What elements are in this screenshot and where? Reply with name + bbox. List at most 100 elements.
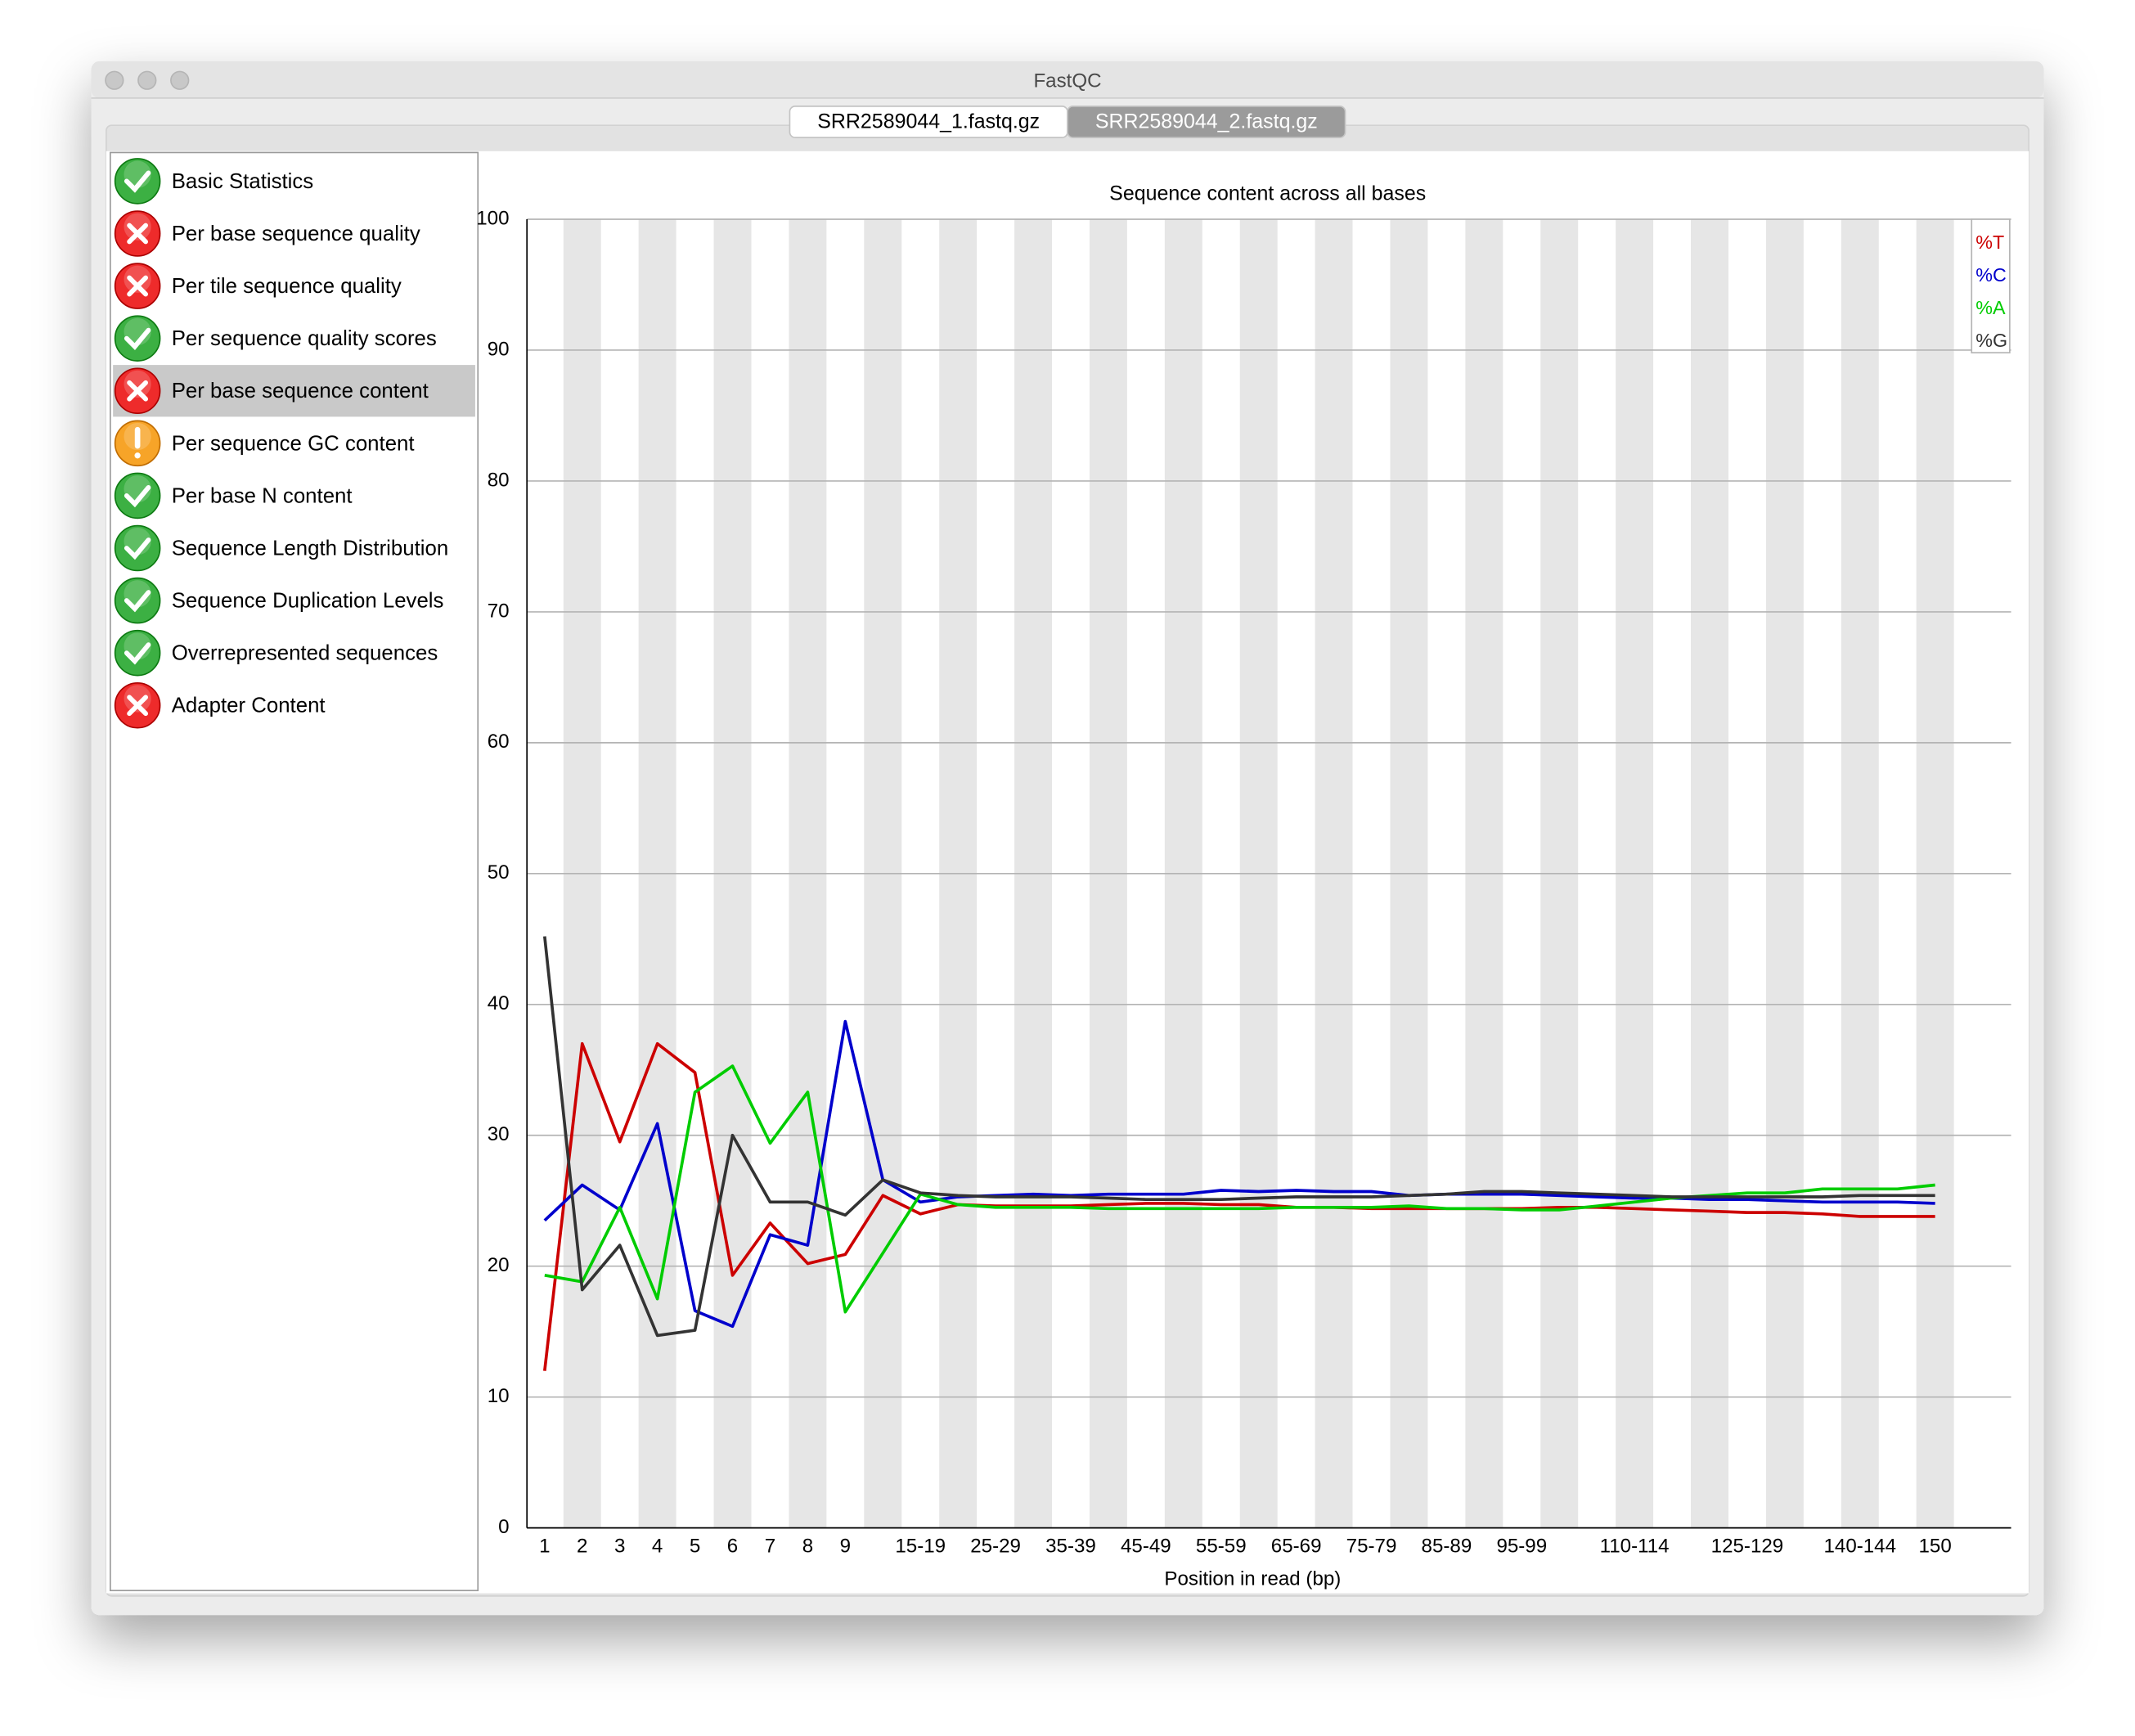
x-tick-label: 25-29: [970, 1535, 1021, 1557]
module-item[interactable]: Per base sequence content: [113, 365, 475, 417]
module-item[interactable]: Overrepresented sequences: [114, 629, 438, 677]
selection-highlight: [113, 365, 475, 417]
module-item[interactable]: Per base N content: [114, 472, 353, 519]
module-label: Per base sequence content: [172, 380, 429, 403]
x-tick-label: 1: [539, 1535, 550, 1557]
check-mark: [124, 485, 151, 508]
x-tick-label: 2: [577, 1535, 587, 1557]
module-item[interactable]: Sequence Length Distribution: [114, 524, 449, 572]
check-mark: [124, 642, 151, 665]
y-tick-label: 100: [476, 207, 509, 229]
x-tick-label: 150: [1919, 1535, 1952, 1557]
close-button[interactable]: [105, 70, 124, 90]
status-icon: [114, 315, 161, 362]
module-label: Sequence Length Distribution: [172, 537, 448, 560]
module-label: Per sequence quality scores: [172, 327, 437, 350]
legend-label: %C: [1975, 264, 2007, 286]
y-tick-label: 50: [488, 861, 510, 884]
module-item[interactable]: Basic Statistics: [114, 158, 314, 205]
y-tick-label: 70: [488, 600, 510, 622]
x-tick-label: 7: [765, 1535, 775, 1557]
tab-label: SRR2589044_2.fastq.gz: [1095, 110, 1318, 133]
warn-dot: [134, 452, 141, 459]
cross-mark: [127, 380, 149, 402]
check-mark: [124, 590, 151, 613]
module-item[interactable]: Sequence Duplication Levels: [114, 577, 444, 624]
series-line: [542, 1041, 1935, 1371]
y-tick-label: 80: [488, 469, 510, 491]
x-tick-label: 3: [614, 1535, 625, 1557]
y-tick-label: 90: [488, 338, 510, 360]
x-tick-label: 8: [802, 1535, 813, 1557]
x-tick-label: 15-19: [895, 1535, 946, 1557]
x-tick-label: 75-79: [1346, 1535, 1397, 1557]
module-label: Adapter Content: [172, 695, 326, 717]
x-tick-label: 55-59: [1196, 1535, 1247, 1557]
cross-mark: [127, 275, 149, 297]
check-mark: [124, 327, 151, 350]
x-tick-label: 9: [840, 1535, 851, 1557]
legend-label: %G: [1975, 330, 2007, 351]
x-tick-label: 35-39: [1045, 1535, 1096, 1557]
module-label: Overrepresented sequences: [172, 642, 438, 665]
y-tick-label: 10: [488, 1385, 510, 1407]
status-icon: [114, 158, 161, 205]
legend-box: [1971, 218, 2011, 353]
x-tick-label: 85-89: [1422, 1535, 1472, 1557]
module-label: Per tile sequence quality: [172, 275, 402, 298]
x-tick-label: 95-99: [1496, 1535, 1547, 1557]
title-bar: [91, 61, 2044, 98]
check-mark: [124, 537, 151, 560]
x-tick-label: 110-114: [1600, 1535, 1670, 1557]
window-title: FastQC: [1033, 70, 1101, 92]
module-label: Per base sequence quality: [172, 223, 420, 245]
module-item[interactable]: Per base sequence quality: [114, 210, 420, 257]
status-icon-gloss: [124, 370, 151, 398]
module-item[interactable]: Per sequence GC content: [114, 420, 415, 467]
legend-label: %T: [1975, 232, 2004, 253]
tab-bar: SRR2589044_1.fastq.gz SRR2589044_2.fastq.…: [789, 106, 1346, 138]
status-icon-gloss: [124, 213, 151, 241]
status-icon: [114, 577, 161, 624]
tab[interactable]: [1067, 106, 1346, 138]
x-tick-label: 6: [727, 1535, 738, 1557]
cross-mark: [127, 223, 149, 245]
cross-mark: [127, 695, 149, 717]
y-tick-label: 30: [488, 1123, 510, 1145]
chart: Sequence content across all bases 0 10 20 30…: [476, 182, 2011, 1590]
module-item[interactable]: Per sequence quality scores: [114, 315, 437, 362]
x-tick-label: 5: [690, 1535, 700, 1557]
status-icon: [114, 472, 161, 519]
zoom-button[interactable]: [170, 70, 190, 90]
y-tick-label: 60: [488, 731, 510, 753]
y-tick-label: 0: [498, 1516, 509, 1538]
module-items: Basic Statistics Per base sequence qualit…: [113, 158, 475, 729]
x-tick-label: 140-144: [1823, 1535, 1896, 1557]
x-tick-label: 125-129: [1711, 1535, 1784, 1557]
series-line: [542, 936, 1935, 1338]
tab-label: SRR2589044_1.fastq.gz: [817, 110, 1040, 133]
module-item[interactable]: Adapter Content: [114, 681, 326, 729]
check-mark: [124, 170, 151, 193]
series-line: [543, 1019, 1935, 1329]
module-item[interactable]: Per tile sequence quality: [114, 263, 402, 309]
status-icon-gloss: [124, 685, 151, 713]
status-icon: [114, 524, 161, 572]
status-icon-gloss: [124, 265, 151, 293]
y-tick-label: 40: [488, 992, 510, 1014]
module-label: Per sequence GC content: [172, 432, 415, 455]
x-tick-label: 65-69: [1271, 1535, 1322, 1557]
module-label: Sequence Duplication Levels: [172, 590, 444, 613]
minimize-button[interactable]: [137, 70, 157, 90]
legend-label: %A: [1975, 297, 2006, 318]
y-tick-label: 20: [488, 1254, 510, 1276]
chart-title: Sequence content across all bases: [1109, 182, 1426, 205]
x-axis-label: Position in read (bp): [1164, 1567, 1341, 1590]
x-tick-label: 45-49: [1121, 1535, 1171, 1557]
module-label: Basic Statistics: [172, 170, 313, 193]
module-label: Per base N content: [172, 484, 353, 507]
x-tick-label: 4: [652, 1535, 663, 1557]
status-icon: [114, 629, 161, 677]
